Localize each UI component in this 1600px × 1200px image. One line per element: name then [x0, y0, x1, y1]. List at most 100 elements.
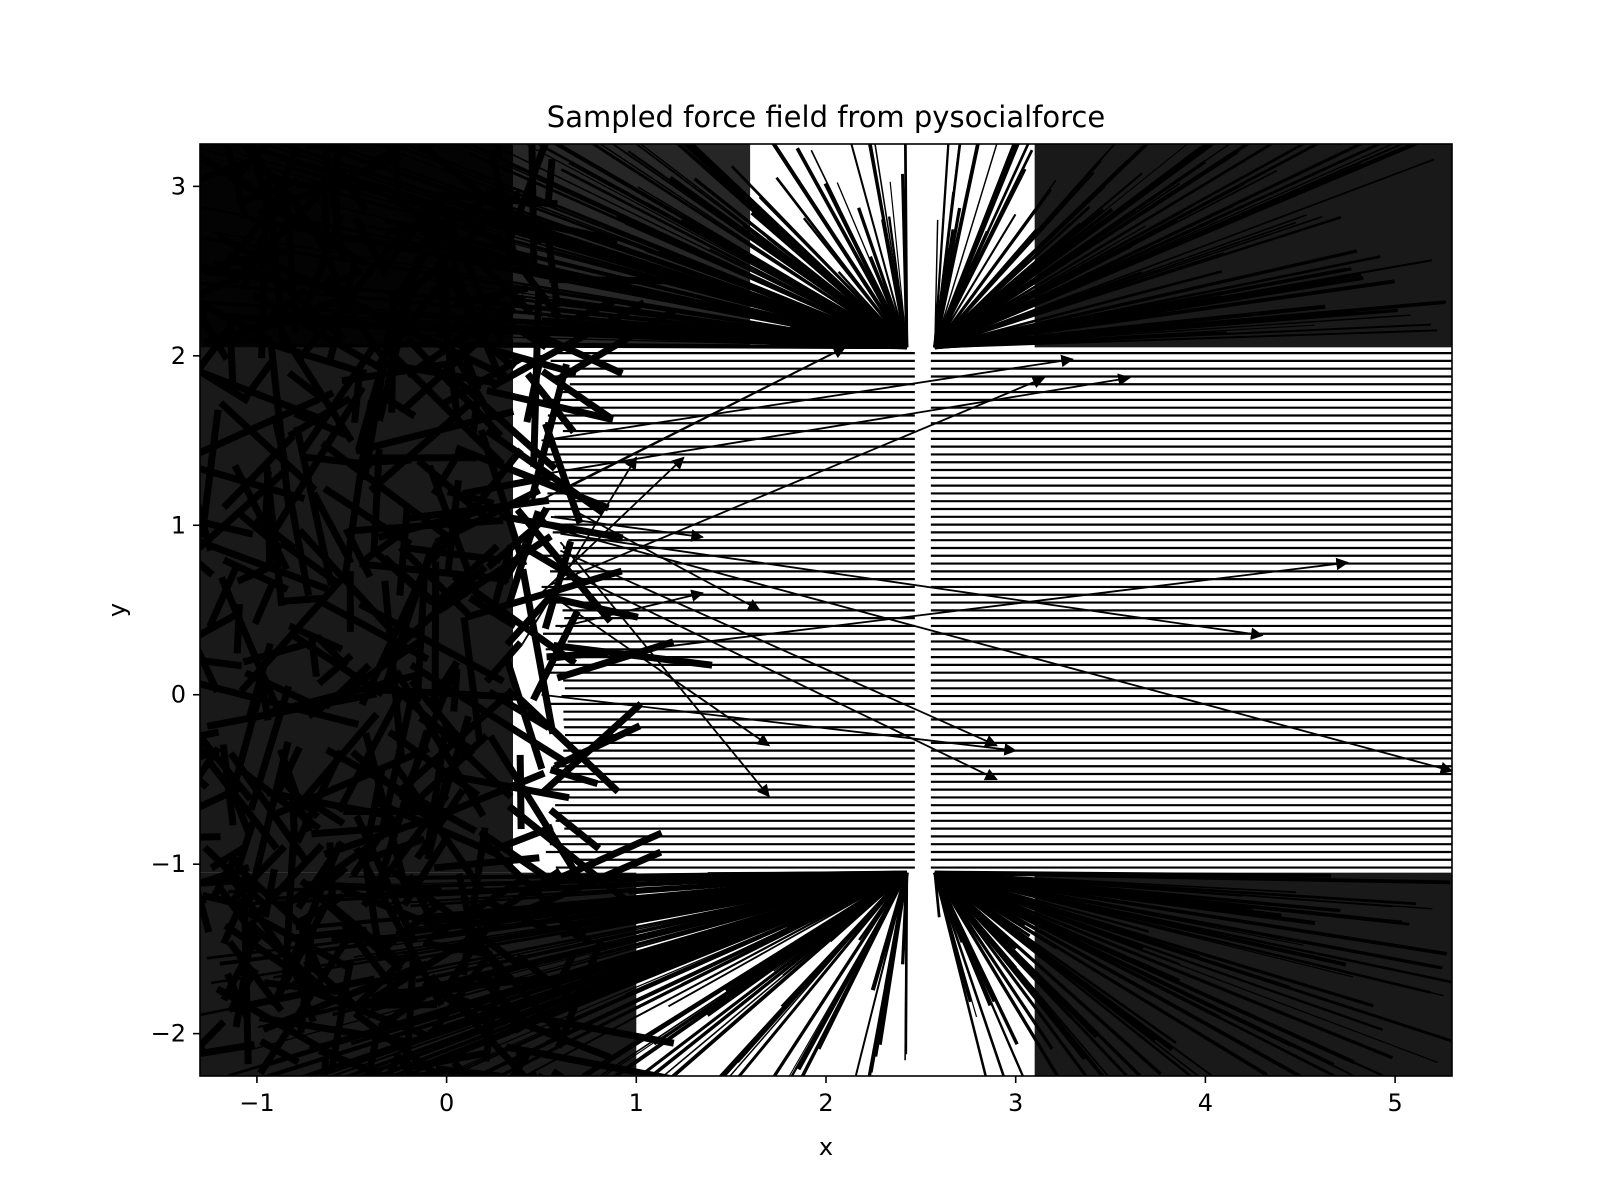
x-axis-label: x: [819, 1133, 833, 1161]
field-arrow: [699, 871, 907, 887]
field-arrow: [933, 872, 941, 918]
field-arrow: [581, 871, 908, 1076]
stray-arrow: [550, 557, 1349, 662]
field-arrow: [653, 871, 908, 1046]
stray-arrow: [550, 376, 1046, 586]
stray-arrow: [541, 373, 1131, 476]
field-arrow: [525, 1070, 538, 1076]
field-arrow: [200, 157, 204, 166]
x-tick-label: 5: [1387, 1089, 1402, 1117]
field-arrow: [545, 593, 639, 621]
field-arrow: [537, 1072, 546, 1076]
y-tick-label: −2: [151, 1020, 186, 1048]
field-arrow: [884, 872, 909, 988]
stray-arrow: [541, 558, 998, 781]
x-axis-ticks: −1 0 1 2 3 4 5: [239, 1076, 1403, 1117]
field-arrow: [818, 872, 908, 1050]
field-arrow: [670, 871, 909, 1076]
field-arrow: [934, 871, 1031, 938]
field-arrow: [869, 144, 909, 348]
stray-arrow: [541, 354, 1074, 442]
stray-arrow: [521, 456, 638, 645]
x-tick-label: 0: [439, 1089, 454, 1117]
field-arrow: [933, 213, 1017, 348]
field-arrow: [934, 872, 978, 1018]
field-arrow: [933, 871, 1018, 950]
field-arrow: [933, 191, 955, 348]
field-arrow: [802, 217, 908, 349]
field-arrow: [795, 147, 909, 349]
field-arrow: [933, 872, 1025, 1076]
field-arrow: [934, 219, 939, 348]
field-arrow: [542, 422, 584, 525]
field-arrow: [504, 590, 557, 647]
force-field-arrows: [200, 144, 1452, 1076]
x-tick-label: 4: [1198, 1089, 1213, 1117]
field-arrow: [933, 871, 1019, 1046]
dense-region: [200, 872, 637, 1076]
field-arrow: [200, 746, 211, 759]
field-arrow: [933, 188, 1052, 349]
x-tick-label: 1: [629, 1089, 644, 1117]
field-arrow: [780, 871, 908, 1007]
field-arrow: [814, 872, 908, 933]
field-arrow: [737, 871, 908, 1076]
stray-arrow: [541, 693, 1017, 756]
x-tick-label: −1: [239, 1089, 274, 1117]
field-arrow: [933, 228, 1039, 349]
y-tick-label: −1: [151, 850, 186, 878]
field-arrow: [933, 144, 950, 348]
field-arrow: [901, 872, 909, 965]
field-arrow: [933, 144, 1017, 349]
stray-arrow: [560, 532, 1264, 641]
field-arrow: [200, 621, 201, 626]
y-axis-ticks: −2 −1 0 1 2 3: [151, 172, 200, 1048]
stray-arrow: [541, 524, 1452, 775]
field-arrow: [519, 568, 557, 735]
field-arrow: [850, 144, 908, 348]
field-arrow: [766, 235, 908, 349]
field-arrow: [933, 230, 990, 349]
stray-arrows: [521, 346, 1452, 798]
x-tick-label: 3: [1008, 1089, 1023, 1117]
stray-arrow: [560, 589, 704, 628]
field-arrow: [540, 368, 615, 423]
field-arrow: [933, 872, 1005, 1076]
x-tick-label: 2: [818, 1089, 833, 1117]
field-arrow: [422, 144, 434, 154]
stray-arrow: [540, 456, 685, 594]
field-arrow: [593, 871, 907, 917]
field-arrow: [904, 144, 909, 348]
field-arrow: [889, 181, 908, 348]
stray-arrow: [550, 515, 704, 542]
stray-arrow: [541, 346, 847, 501]
field-arrow: [790, 872, 908, 1076]
stray-arrow: [569, 507, 761, 611]
field-arrow: [857, 207, 909, 348]
plot-area: [200, 144, 1452, 1076]
field-arrow: [648, 871, 908, 1076]
chart-title: Sampled force field from pysocialforce: [547, 100, 1105, 134]
y-axis-label: y: [103, 603, 131, 617]
dense-region: [1034, 872, 1452, 1076]
y-tick-label: 3: [171, 172, 186, 200]
dense-region: [200, 144, 751, 348]
stray-arrow: [559, 600, 771, 747]
field-arrow: [668, 871, 908, 1008]
field-arrow: [772, 871, 909, 1076]
field-arrow: [589, 871, 908, 959]
stray-arrow: [560, 549, 998, 747]
y-tick-label: 2: [171, 342, 186, 370]
y-tick-label: 1: [171, 511, 186, 539]
field-arrow: [383, 144, 400, 156]
field-arrow: [933, 871, 1054, 1050]
field-arrow: [933, 144, 980, 348]
field-arrow: [730, 165, 908, 349]
field-arrow: [200, 728, 220, 740]
field-arrow: [200, 1045, 207, 1055]
dense-region: [1034, 144, 1452, 348]
field-arrow: [370, 1065, 383, 1076]
field-arrow: [934, 144, 998, 348]
field-arrow: [320, 1058, 329, 1076]
